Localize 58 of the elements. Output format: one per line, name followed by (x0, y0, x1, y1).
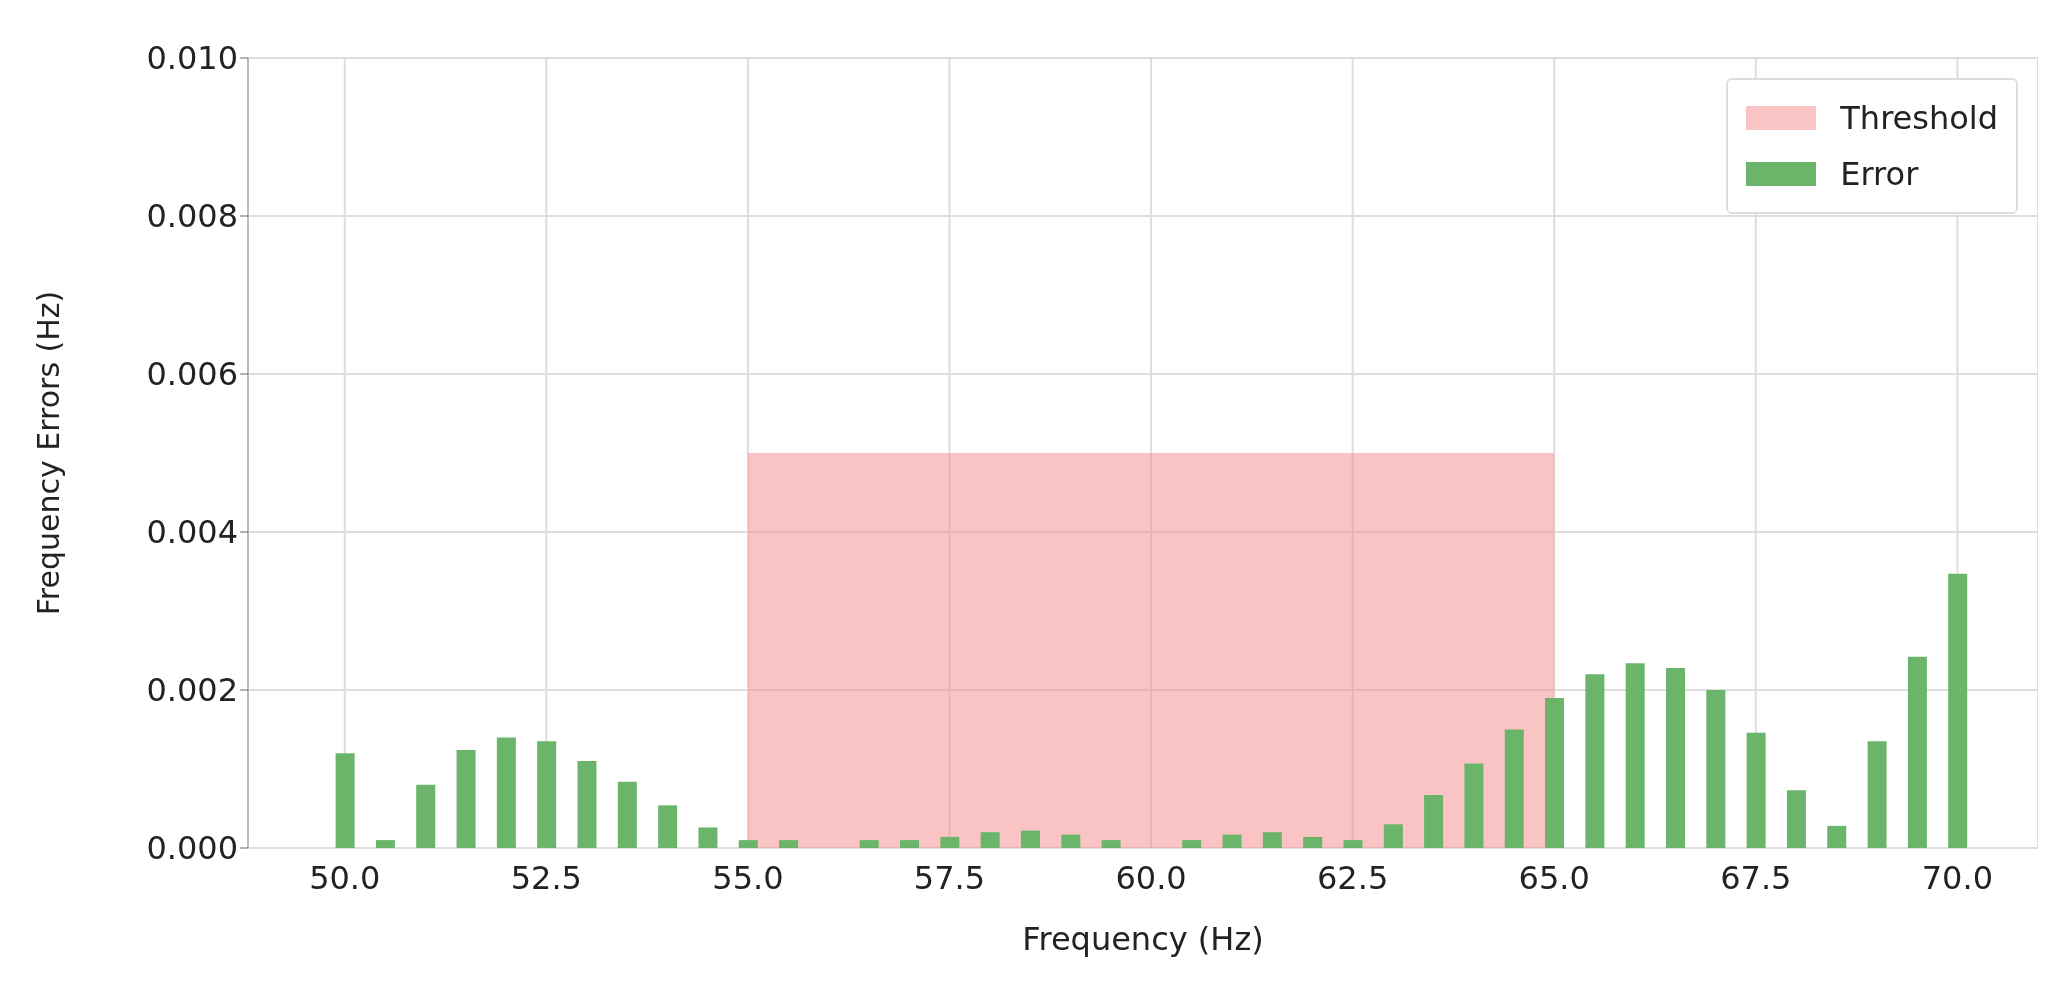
bar (577, 761, 597, 848)
bar (1867, 741, 1887, 848)
bar (1020, 830, 1040, 848)
bar (1585, 674, 1605, 848)
y-tick-label: 0.004 (146, 513, 238, 552)
bar (416, 784, 436, 848)
x-tick-label: 50.0 (309, 858, 381, 897)
x-axis-title: Frequency (Hz) (1022, 920, 1264, 958)
bar (375, 840, 395, 848)
bar (1262, 832, 1282, 848)
bar (1948, 573, 1968, 848)
bar (1504, 729, 1524, 848)
bar (980, 832, 1000, 848)
bar (1464, 763, 1484, 848)
bar (1343, 840, 1363, 848)
bar (1746, 732, 1766, 848)
bar (1545, 697, 1565, 848)
bar (1424, 795, 1444, 848)
x-tick-label: 65.0 (1518, 858, 1590, 897)
y-tick-label: 0.000 (146, 829, 238, 868)
legend-label: Error (1840, 154, 1919, 195)
bar (1666, 667, 1685, 848)
bar (859, 840, 879, 848)
x-tick-label: 60.0 (1115, 858, 1187, 897)
bar (1625, 663, 1645, 848)
bar (779, 840, 799, 848)
bar (1706, 690, 1726, 848)
bar (1303, 836, 1323, 848)
bar (1101, 840, 1121, 848)
bar (658, 805, 678, 848)
bar (1827, 825, 1847, 848)
x-tick-label: 70.0 (1921, 858, 1993, 897)
x-tick-label: 67.5 (1720, 858, 1792, 897)
bar (1061, 834, 1081, 848)
bar (900, 840, 920, 848)
bar (1182, 840, 1202, 848)
bar (1383, 824, 1403, 848)
y-tick-label: 0.008 (146, 197, 238, 236)
x-tick-label: 55.0 (712, 858, 784, 897)
legend-label: Threshold (1840, 98, 1998, 139)
y-tick-label: 0.010 (146, 39, 238, 78)
bar (1907, 656, 1927, 848)
bar (698, 827, 718, 848)
bar (335, 753, 355, 848)
x-tick-label: 52.5 (510, 858, 582, 897)
bar (1222, 834, 1242, 848)
bar (940, 836, 960, 848)
y-axis-title: Frequency Errors (Hz) (30, 290, 66, 616)
bar (738, 840, 758, 848)
bar (456, 750, 476, 848)
bar (537, 741, 557, 848)
x-tick-label: 57.5 (913, 858, 986, 897)
y-tick-label: 0.002 (146, 671, 238, 710)
bar (1786, 790, 1806, 848)
bar (617, 781, 637, 848)
x-tick-label: 62.5 (1317, 858, 1389, 897)
y-tick-label: 0.006 (146, 355, 238, 394)
bar (496, 737, 516, 848)
